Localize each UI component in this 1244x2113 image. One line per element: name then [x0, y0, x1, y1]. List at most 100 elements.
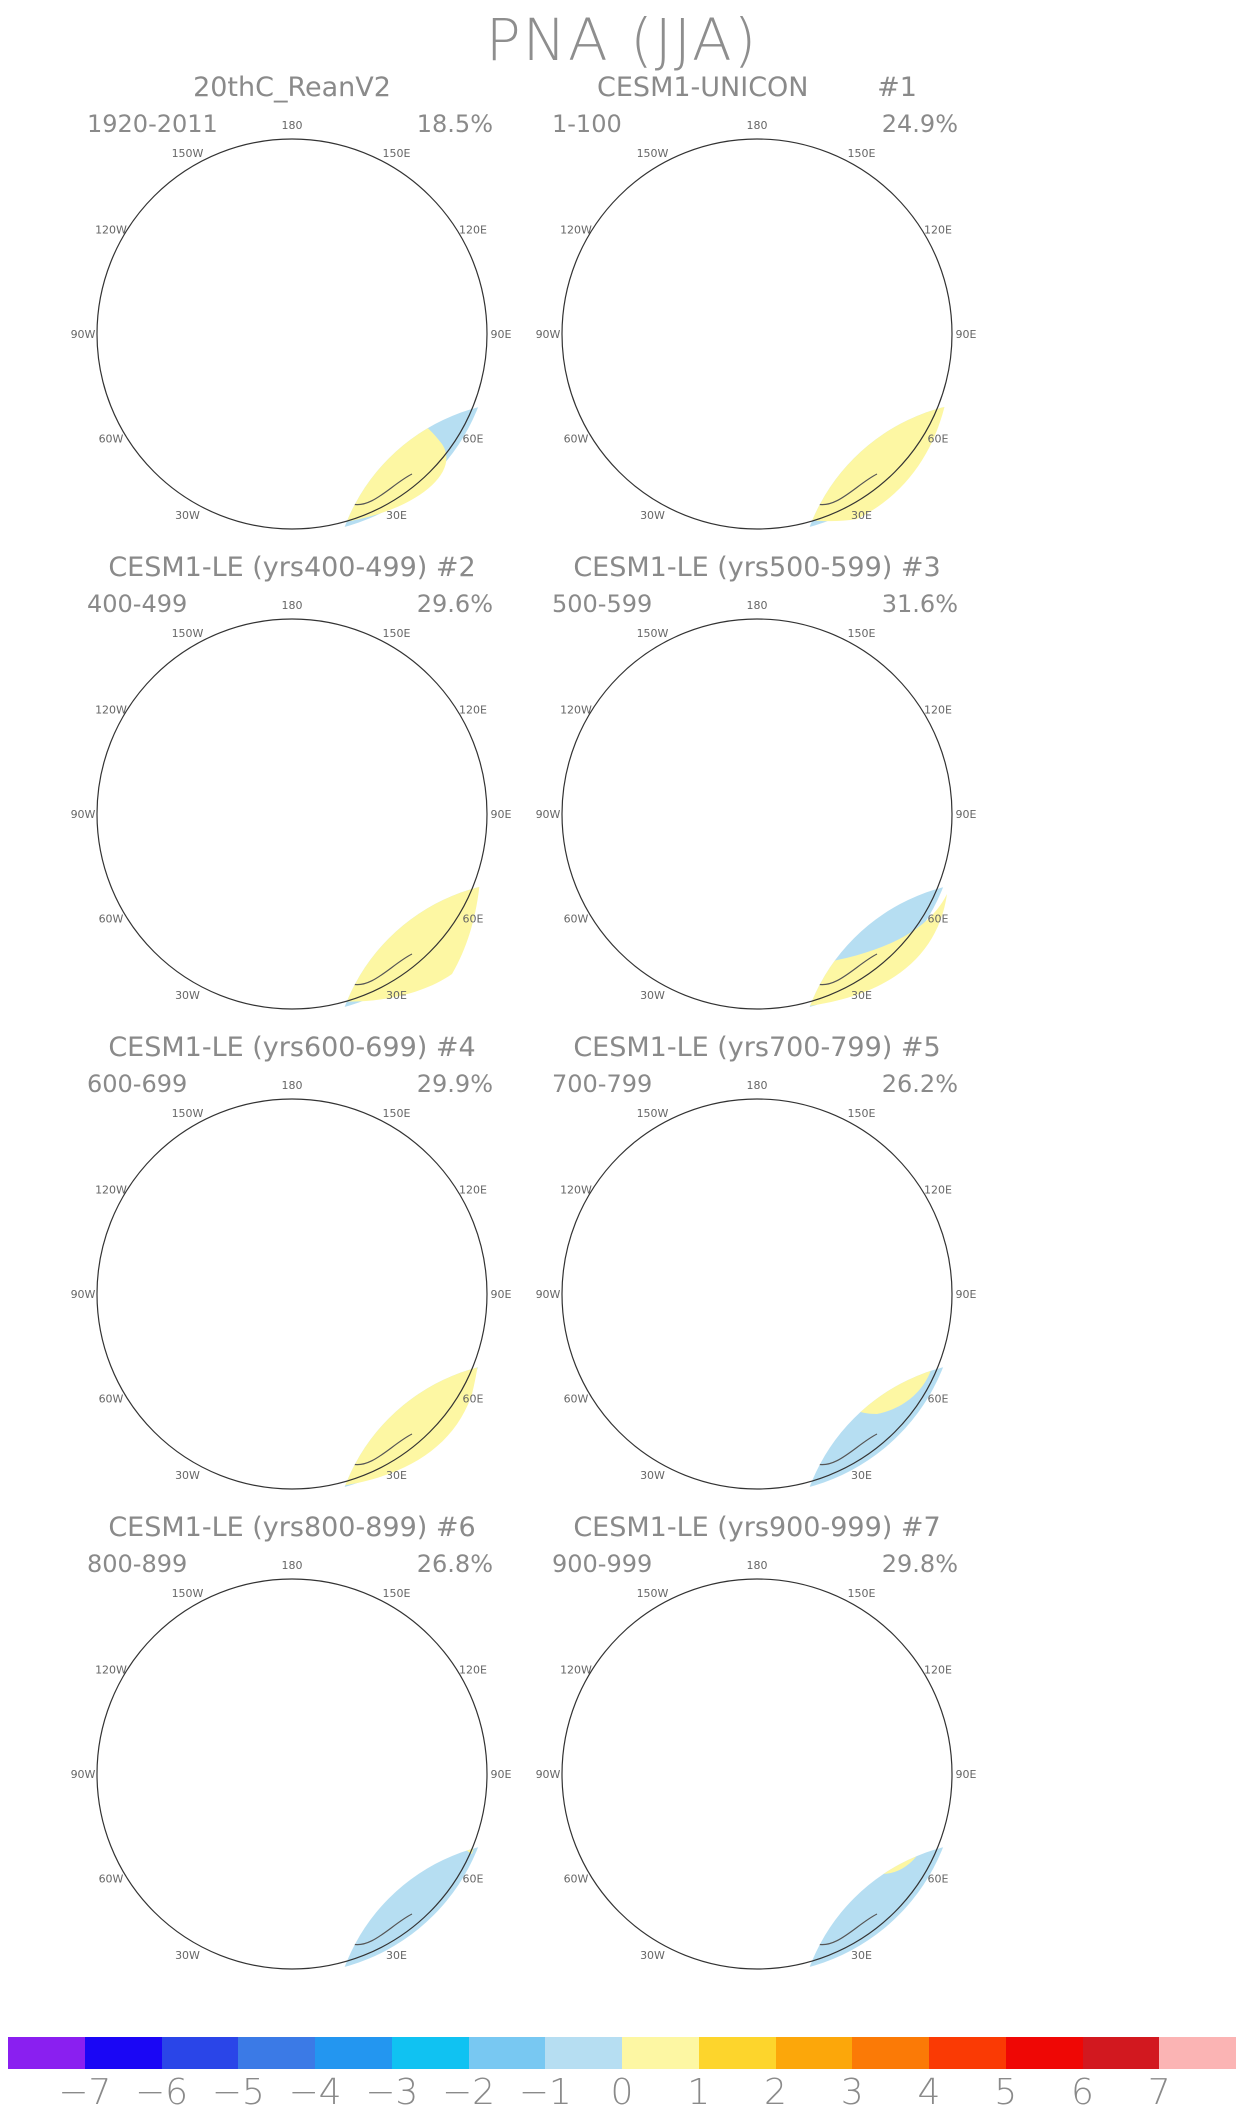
positive-anomaly-center: [712, 759, 792, 839]
longitude-label: 30E: [386, 1469, 407, 1482]
longitude-label: 180: [282, 1559, 303, 1572]
longitude-label: 60E: [463, 433, 484, 446]
longitude-label: 180: [747, 1559, 768, 1572]
map-panel: CESM1-LE (yrs700-799) #5 700-799 26.2% 180 1…: [522, 1032, 992, 1492]
colorbar-cell: [545, 2037, 622, 2069]
map-panel: CESM1-LE (yrs600-699) #4 600-699 29.9% 180 1…: [57, 1032, 527, 1492]
longitude-label: 150W: [637, 627, 669, 640]
longitude-label: 150E: [383, 147, 411, 160]
negative-anomaly-core: [257, 705, 307, 733]
positive-anomaly-region: [797, 1841, 948, 1894]
positive-anomaly-center: [732, 362, 782, 386]
panel-variance-percent: 29.6%: [416, 590, 493, 618]
panel-title: CESM1-LE (yrs500-599) #3: [573, 552, 941, 583]
coastline: [332, 1841, 346, 1878]
negative-anomaly-center: [210, 202, 274, 246]
coastline: [292, 214, 422, 294]
longitude-label: 150W: [637, 147, 669, 160]
coastline: [671, 348, 721, 426]
colorbar-label: −5: [211, 2072, 265, 2113]
positive-anomaly-region: [797, 894, 947, 1009]
longitude-label: 60E: [463, 1393, 484, 1406]
longitude-label: 150E: [383, 1587, 411, 1600]
positive-anomaly-center: [722, 254, 812, 364]
longitude-label: 120E: [924, 224, 952, 237]
longitude-label: 60E: [463, 913, 484, 926]
map-boundary: [561, 1098, 953, 1490]
longitude-label: 90E: [491, 328, 512, 341]
longitude-label: 150E: [848, 147, 876, 160]
longitude-label: 90E: [491, 1288, 512, 1301]
longitude-label: 90W: [71, 808, 96, 821]
coastline: [97, 1744, 198, 1847]
positive-anomaly-center: [247, 1249, 317, 1319]
colorbar-cell: [161, 2037, 239, 2069]
coastline: [562, 304, 663, 407]
longitude-label: 90E: [956, 1288, 977, 1301]
coastline: [562, 784, 663, 887]
coastline: [97, 784, 198, 887]
longitude-label: 30E: [386, 989, 407, 1002]
longitude-label: 150W: [172, 1107, 204, 1120]
colorbar-cell: [1159, 2037, 1236, 2069]
panel-years: 400-499: [87, 590, 188, 618]
longitude-label: 90W: [536, 328, 561, 341]
longitude-label: 150E: [848, 1107, 876, 1120]
longitude-label: 150W: [637, 1107, 669, 1120]
coastline: [671, 1788, 721, 1866]
colorbar-label: 5: [994, 2072, 1018, 2113]
coastline: [757, 694, 887, 774]
longitude-label: 150E: [383, 627, 411, 640]
longitude-label: 30E: [851, 509, 872, 522]
longitude-label: 90W: [71, 1288, 96, 1301]
coastline: [797, 1841, 811, 1878]
longitude-label: 120E: [924, 1664, 952, 1677]
longitude-label: 30E: [386, 1949, 407, 1962]
panel-title: CESM1-LE (yrs400-499) #2: [108, 552, 476, 583]
positive-anomaly-region: [607, 1916, 727, 1958]
polar-map: 180150E120E90E60E30E030W60W90W120W150W: [536, 1559, 977, 1972]
colorbar-cell: [1005, 2037, 1083, 2069]
colorbar-cell: [238, 2037, 315, 2069]
panel-title: CESM1-UNICON #1: [597, 72, 917, 103]
coastline: [757, 1174, 887, 1254]
longitude-label: 120E: [459, 1184, 487, 1197]
positive-anomaly-region: [132, 1906, 232, 1947]
longitude-label: 120W: [560, 1184, 592, 1197]
panel-variance-percent: 29.8%: [881, 1550, 958, 1578]
longitude-label: 120W: [560, 1664, 592, 1677]
longitude-label: 30W: [175, 509, 200, 522]
longitude-label: 30W: [640, 1469, 665, 1482]
panel-title: CESM1-LE (yrs900-999) #7: [573, 1512, 941, 1543]
longitude-label: 30E: [851, 1949, 872, 1962]
longitude-label: 150W: [172, 147, 204, 160]
positive-anomaly-center: [734, 781, 770, 817]
longitude-label: 60W: [99, 913, 124, 926]
longitude-label: 60E: [463, 1873, 484, 1886]
panel-variance-percent: 29.9%: [416, 1070, 493, 1098]
coastline: [97, 1264, 198, 1367]
positive-anomaly-region: [607, 1416, 737, 1470]
negative-anomaly-center: [702, 1176, 832, 1232]
panel-title: CESM1-LE (yrs700-799) #5: [573, 1032, 941, 1063]
longitude-label: 60W: [564, 1393, 589, 1406]
panel-variance-percent: 26.2%: [881, 1070, 958, 1098]
panel-years: 800-899: [87, 1550, 188, 1578]
panel-years: 500-599: [552, 590, 653, 618]
longitude-label: 180: [282, 599, 303, 612]
coastline: [292, 694, 422, 774]
longitude-label: 90E: [956, 1768, 977, 1781]
positive-anomaly-region: [562, 1099, 947, 1360]
longitude-label: 60W: [99, 1393, 124, 1406]
colorbar-cell: [852, 2037, 929, 2069]
longitude-label: 60W: [99, 1873, 124, 1886]
colorbar-cell: [468, 2037, 546, 2069]
colorbar-cell: [775, 2037, 853, 2069]
panel-variance-percent: 26.8%: [416, 1550, 493, 1578]
negative-anomaly-center: [212, 1179, 372, 1239]
coastline: [757, 1654, 887, 1734]
coastline: [206, 348, 256, 426]
colorbar-label: −3: [365, 2072, 419, 2113]
positive-anomaly-center: [259, 769, 315, 829]
polar-map: 180150E120E90E60E30E030W60W90W120W150W: [536, 599, 977, 1012]
